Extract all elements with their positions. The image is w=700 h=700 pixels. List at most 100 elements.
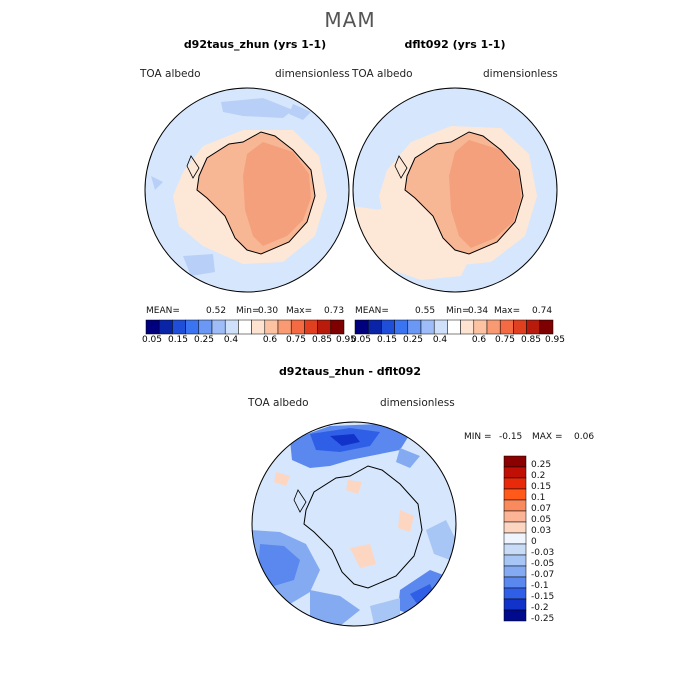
diff-colorbar-swatch — [503, 466, 527, 479]
diff-colorbar-swatch — [503, 510, 527, 523]
colorbar-swatch — [251, 319, 266, 335]
diff-colorbar — [503, 455, 527, 622]
colorbar-swatch — [526, 319, 541, 335]
panel1-mean-label: MEAN= — [146, 306, 180, 316]
colorbar-swatch — [447, 319, 461, 335]
colorbar-swatch — [367, 319, 382, 335]
panel2-min-label: Min= — [446, 306, 470, 316]
diff-min-label: MIN = — [464, 432, 492, 442]
diff-colorbar-swatch — [503, 488, 527, 501]
panel2-mean-label: MEAN= — [355, 306, 389, 316]
diff-colorbar-swatch — [503, 576, 527, 589]
colorbar-swatch — [277, 319, 292, 335]
colorbar-swatch — [145, 319, 160, 335]
colorbar-swatch — [407, 319, 422, 335]
cb1-tick: 0.75 — [285, 335, 307, 345]
colorbar-swatch — [330, 319, 345, 335]
cb2-tick: 0.15 — [376, 335, 398, 345]
panel2-units-label: dimensionless — [483, 68, 558, 80]
cb1-tick: 0.4 — [223, 335, 239, 345]
diff-colorbar-swatch — [503, 477, 527, 490]
diff-cb-label: -0.05 — [531, 559, 555, 569]
diff-cb-label: -0.1 — [531, 581, 549, 591]
diff-colorbar-swatch — [503, 598, 527, 611]
season-title: MAM — [324, 8, 376, 32]
colorbar-swatch — [238, 319, 252, 335]
diff-cb-label: 0.1 — [531, 493, 546, 503]
cb1-tick: 0.25 — [193, 335, 215, 345]
diff-cb-label: -0.2 — [531, 603, 549, 613]
diff-max-label: MAX = — [532, 432, 563, 442]
panel2-colorbar — [354, 319, 554, 335]
cb2-tick: 0.85 — [520, 335, 542, 345]
colorbar-swatch — [172, 319, 186, 335]
diff-colorbar-swatch — [503, 532, 527, 545]
panel1-units-label: dimensionless — [275, 68, 350, 80]
diff-colorbar-swatch — [503, 554, 527, 567]
diff-colorbar-swatch — [503, 499, 527, 512]
diff-variable-label: TOA albedo — [248, 397, 309, 409]
colorbar-swatch — [433, 319, 448, 335]
diff-title: d92taus_zhun - dflt092 — [278, 365, 422, 378]
colorbar-swatch — [539, 319, 554, 335]
colorbar-swatch — [185, 319, 200, 335]
panel1-min-label: Min= — [236, 306, 260, 316]
colorbar-swatch — [486, 319, 501, 335]
diff-map — [251, 421, 457, 627]
diff-colorbar-swatch — [503, 609, 527, 622]
panel2-mean-value: 0.55 — [415, 306, 436, 316]
colorbar-swatch — [224, 319, 239, 335]
panel1-colorbar — [145, 319, 345, 335]
cb1-tick: 0.6 — [262, 335, 278, 345]
colorbar-swatch — [211, 319, 226, 335]
colorbar-swatch — [198, 319, 213, 335]
colorbar-swatch — [420, 319, 435, 335]
panel2-max-value: 0.74 — [532, 306, 553, 316]
diff-cb-label: 0.07 — [531, 504, 552, 514]
cb2-tick: 0.95 — [544, 335, 566, 345]
panel2-map — [352, 87, 558, 293]
diff-min-value: -0.15 — [499, 432, 523, 442]
panel1-colorbar-ticks: 0.05 0.15 0.25 0.4 0.6 0.75 0.85 0.95 — [142, 335, 356, 347]
diff-cb-label: 0.15 — [531, 482, 552, 492]
diff-cb-label: 0.2 — [531, 471, 546, 481]
panel1-max-value: 0.73 — [324, 306, 345, 316]
panel2-variable-label: TOA albedo — [352, 68, 413, 80]
cb1-tick: 0.05 — [141, 335, 163, 345]
colorbar-swatch — [158, 319, 173, 335]
panel2-max-label: Max= — [494, 306, 521, 316]
colorbar-swatch — [394, 319, 409, 335]
diff-cb-label: 0.25 — [531, 460, 552, 470]
colorbar-swatch — [317, 319, 332, 335]
diff-units-label: dimensionless — [380, 397, 455, 409]
diff-colorbar-swatch — [503, 543, 527, 556]
diff-colorbar-swatch — [503, 455, 527, 468]
colorbar-swatch — [304, 319, 318, 335]
cb1-tick: 0.15 — [167, 335, 189, 345]
cb1-tick: 0.95 — [335, 335, 357, 345]
diff-cb-label: -0.15 — [531, 592, 555, 602]
panel1-map — [144, 87, 350, 293]
cb1-tick: 0.85 — [311, 335, 333, 345]
diff-cb-label: 0.03 — [531, 526, 552, 536]
diff-colorbar-swatch — [503, 587, 527, 600]
panel2-colorbar-ticks: 0.05 0.15 0.25 0.4 0.6 0.75 0.85 0.95 — [351, 335, 565, 347]
panel1-variable-label: TOA albedo — [140, 68, 201, 80]
diff-cb-label: -0.03 — [531, 548, 555, 558]
cb2-tick: 0.4 — [432, 335, 448, 345]
colorbar-swatch — [499, 319, 514, 335]
panel1-mean-value: 0.52 — [206, 306, 227, 316]
cb2-tick: 0.25 — [402, 335, 424, 345]
diff-colorbar-swatch — [503, 565, 527, 578]
panel1-max-label: Max= — [286, 306, 313, 316]
diff-colorbar-labels: 0.25 0.2 0.15 0.1 0.07 0.05 0.03 0 -0.03… — [531, 456, 591, 624]
cb2-tick: 0.6 — [471, 335, 487, 345]
colorbar-swatch — [473, 319, 488, 335]
diff-max-value: 0.06 — [574, 432, 595, 442]
colorbar-swatch — [354, 319, 369, 335]
cb2-tick: 0.05 — [350, 335, 372, 345]
panel2-min-value: 0.34 — [468, 306, 489, 316]
cb2-tick: 0.75 — [494, 335, 516, 345]
diff-cb-label: -0.07 — [531, 570, 555, 580]
diff-colorbar-swatch — [503, 521, 527, 534]
